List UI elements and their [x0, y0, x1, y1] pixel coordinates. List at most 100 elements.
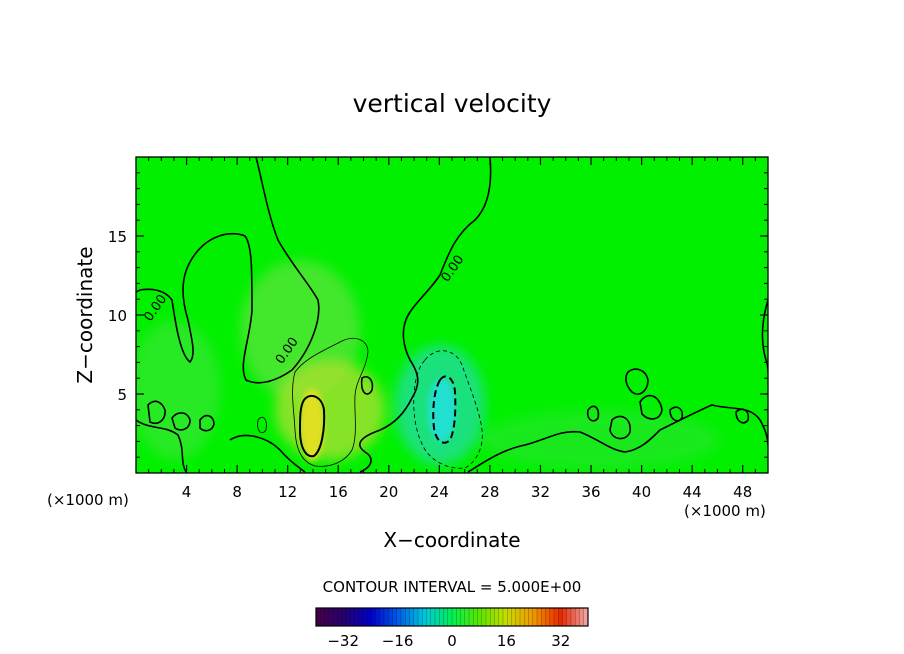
colorbar-swatch [528, 608, 534, 626]
x-tick-label: 4 [182, 483, 192, 501]
colorbar-swatch [575, 608, 580, 626]
zero-contour-bottom-left [136, 419, 187, 473]
colorbar-swatch [545, 608, 551, 626]
x-tick-label: 48 [733, 483, 752, 501]
colorbar-swatch [418, 608, 423, 626]
colorbar-swatch [367, 608, 372, 626]
x-tick-label: 40 [632, 483, 651, 501]
y-tick-label: 5 [117, 386, 127, 404]
colorbar-swatch [554, 608, 559, 626]
contour-thick-positive [298, 394, 326, 458]
colorbar-tick-label: 32 [551, 632, 570, 650]
zero-contour-lower-right [467, 404, 768, 473]
colorbar-swatch [371, 608, 376, 626]
colorbar-swatch [579, 608, 585, 626]
colorbar-swatch [477, 608, 483, 626]
colorbar-swatch [558, 608, 563, 626]
colorbar-swatch [422, 608, 427, 626]
colorbar-swatch [494, 608, 500, 626]
colorbar-tick-label: −32 [327, 632, 359, 650]
colorbar-swatch [507, 608, 512, 626]
colorbar-swatch [537, 608, 542, 626]
x-tick-label: 28 [480, 483, 499, 501]
colorbar-swatch [388, 608, 393, 626]
colorbar-swatch [350, 608, 355, 626]
x-tick-label: 8 [232, 483, 242, 501]
colorbar-swatch [456, 608, 461, 626]
colorbar-swatch [435, 608, 440, 626]
colorbar-swatch [375, 608, 381, 626]
colorbar-frame [315, 607, 589, 627]
colorbar-swatch [443, 608, 449, 626]
colorbar-swatch [583, 608, 589, 626]
colorbar-swatch [481, 608, 487, 626]
colorbar-ticks: −32 −16 0 16 32 [327, 632, 570, 650]
colorbar-swatch [320, 608, 325, 626]
colorbar-swatch [413, 608, 419, 626]
colorbar-swatch [486, 608, 491, 626]
contour-wiggles-left [147, 400, 306, 473]
y-tick-label: 10 [108, 307, 127, 325]
contour-thin-positive [257, 338, 369, 467]
plot-area: 0.000.000.00 [136, 157, 768, 473]
colorbar-swatch [384, 608, 389, 626]
colorbar-swatch [452, 608, 457, 626]
colorbar-swatch [439, 608, 444, 626]
colorbar [315, 607, 589, 627]
y-axis-label: Z−coordinate [73, 246, 97, 383]
x-unit-left: (×1000 m) [47, 491, 129, 509]
x-unit-right: (×1000 m) [684, 502, 766, 520]
colorbar-swatch [566, 608, 572, 626]
x-tick-label: 24 [430, 483, 449, 501]
colorbar-swatch [392, 608, 398, 626]
colorbar-tick-label: 16 [497, 632, 516, 650]
colorbar-swatch [464, 608, 470, 626]
colorbar-swatch [316, 608, 321, 626]
colorbar-swatch [354, 608, 359, 626]
colorbar-swatch [469, 608, 474, 626]
colorbar-swatch [549, 608, 555, 626]
colorbar-swatch [460, 608, 466, 626]
x-tick-label: 36 [581, 483, 600, 501]
x-tick-label: 32 [531, 483, 550, 501]
colorbar-swatch [520, 608, 525, 626]
x-tick-label: 16 [329, 483, 348, 501]
zero-contour-center [359, 157, 492, 473]
colorbar-swatch [447, 608, 453, 626]
colorbar-swatch [337, 608, 342, 626]
colorbar-swatch [345, 608, 351, 626]
colorbar-swatch [503, 608, 508, 626]
colorbar-swatch [358, 608, 364, 626]
colorbar-swatch [524, 608, 529, 626]
contour-small-loop [360, 375, 374, 395]
contour-lines [136, 157, 768, 473]
colorbar-swatch [541, 608, 546, 626]
colorbar-tick-label: 0 [447, 632, 457, 650]
x-tick-label: 12 [278, 483, 297, 501]
colorbar-swatch [324, 608, 330, 626]
zero-contour-left [136, 157, 320, 384]
colorbar-swatch [328, 608, 334, 626]
contour-thick-negative [432, 375, 457, 444]
x-axis-label: X−coordinate [383, 528, 520, 552]
contour-wiggles-right [586, 368, 750, 440]
x-tick-label: 20 [379, 483, 398, 501]
colorbar-swatch [362, 608, 368, 626]
colorbar-swatch [532, 608, 538, 626]
colorbar-swatch [571, 608, 576, 626]
colorbar-swatch [409, 608, 415, 626]
colorbar-swatch [515, 608, 521, 626]
colorbar-swatch [396, 608, 402, 626]
colorbar-swatch [426, 608, 432, 626]
y-tick-label: 15 [108, 228, 127, 246]
colorbar-swatch [498, 608, 504, 626]
colorbar-swatch [430, 608, 436, 626]
x-tick-label: 44 [683, 483, 702, 501]
colorbar-swatch [511, 608, 517, 626]
chart-title: vertical velocity [353, 89, 552, 118]
colorbar-swatch [405, 608, 410, 626]
colorbar-swatch [401, 608, 406, 626]
colorbar-swatch [562, 608, 568, 626]
colorbar-swatch [333, 608, 338, 626]
